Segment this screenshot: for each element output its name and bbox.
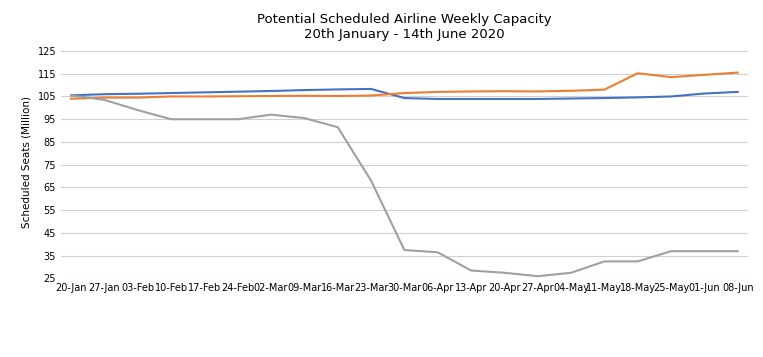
Base Global Capacity @ 20th January 2020 [133, 92, 142, 96]
2019 Weekly Capacity [566, 89, 575, 93]
Base Global Capacity @ 20th January 2020 [233, 90, 243, 94]
Y-axis label: Scheduled Seats (Million): Scheduled Seats (Million) [22, 96, 32, 228]
2019 Weekly Capacity [266, 94, 275, 98]
Adjusted Capacity By Week [667, 249, 676, 253]
Base Global Capacity @ 20th January 2020 [333, 87, 343, 91]
Base Global Capacity @ 20th January 2020 [200, 90, 209, 95]
2019 Weekly Capacity [166, 94, 175, 99]
Base Global Capacity @ 20th January 2020 [433, 97, 443, 101]
Base Global Capacity @ 20th January 2020 [400, 96, 409, 100]
Base Global Capacity @ 20th January 2020 [633, 95, 642, 100]
Adjusted Capacity By Week [166, 117, 175, 121]
Adjusted Capacity By Week [233, 117, 243, 121]
2019 Weekly Capacity [533, 89, 542, 94]
Adjusted Capacity By Week [100, 98, 109, 102]
Base Global Capacity @ 20th January 2020 [500, 97, 509, 101]
2019 Weekly Capacity [733, 70, 742, 75]
2019 Weekly Capacity [700, 73, 709, 77]
2019 Weekly Capacity [633, 71, 642, 75]
2019 Weekly Capacity [300, 94, 309, 98]
Adjusted Capacity By Week [433, 250, 443, 255]
2019 Weekly Capacity [333, 94, 343, 98]
2019 Weekly Capacity [233, 94, 243, 99]
2019 Weekly Capacity [667, 75, 676, 79]
2019 Weekly Capacity [133, 95, 142, 100]
Base Global Capacity @ 20th January 2020 [466, 97, 475, 101]
Adjusted Capacity By Week [400, 248, 409, 252]
Adjusted Capacity By Week [566, 271, 575, 275]
Adjusted Capacity By Week [733, 249, 742, 253]
2019 Weekly Capacity [200, 94, 209, 99]
Line: Base Global Capacity @ 20th January 2020: Base Global Capacity @ 20th January 2020 [71, 89, 738, 99]
Base Global Capacity @ 20th January 2020 [566, 96, 575, 101]
Base Global Capacity @ 20th January 2020 [100, 92, 109, 96]
2019 Weekly Capacity [400, 91, 409, 95]
Adjusted Capacity By Week [200, 117, 209, 121]
Adjusted Capacity By Week [533, 274, 542, 278]
Base Global Capacity @ 20th January 2020 [300, 88, 309, 92]
Adjusted Capacity By Week [66, 93, 76, 97]
Adjusted Capacity By Week [133, 108, 142, 112]
Base Global Capacity @ 20th January 2020 [700, 91, 709, 96]
Base Global Capacity @ 20th January 2020 [667, 94, 676, 99]
Adjusted Capacity By Week [266, 112, 275, 117]
2019 Weekly Capacity [466, 89, 475, 94]
Base Global Capacity @ 20th January 2020 [366, 87, 375, 91]
Base Global Capacity @ 20th January 2020 [533, 97, 542, 101]
2019 Weekly Capacity [433, 90, 443, 94]
Base Global Capacity @ 20th January 2020 [166, 91, 175, 95]
Adjusted Capacity By Week [466, 268, 475, 273]
Title: Potential Scheduled Airline Weekly Capacity
20th January - 14th June 2020: Potential Scheduled Airline Weekly Capac… [257, 13, 552, 41]
Adjusted Capacity By Week [500, 271, 509, 275]
Line: Adjusted Capacity By Week: Adjusted Capacity By Week [71, 95, 738, 276]
Line: 2019 Weekly Capacity: 2019 Weekly Capacity [71, 72, 738, 99]
Adjusted Capacity By Week [366, 178, 375, 183]
Base Global Capacity @ 20th January 2020 [266, 89, 275, 93]
Base Global Capacity @ 20th January 2020 [733, 90, 742, 94]
2019 Weekly Capacity [600, 87, 609, 92]
Adjusted Capacity By Week [300, 116, 309, 120]
2019 Weekly Capacity [100, 95, 109, 100]
Adjusted Capacity By Week [333, 125, 343, 129]
Adjusted Capacity By Week [600, 259, 609, 263]
2019 Weekly Capacity [66, 97, 76, 101]
Base Global Capacity @ 20th January 2020 [66, 93, 76, 97]
Base Global Capacity @ 20th January 2020 [600, 96, 609, 100]
2019 Weekly Capacity [366, 94, 375, 98]
Adjusted Capacity By Week [633, 259, 642, 263]
Adjusted Capacity By Week [700, 249, 709, 253]
2019 Weekly Capacity [500, 89, 509, 94]
